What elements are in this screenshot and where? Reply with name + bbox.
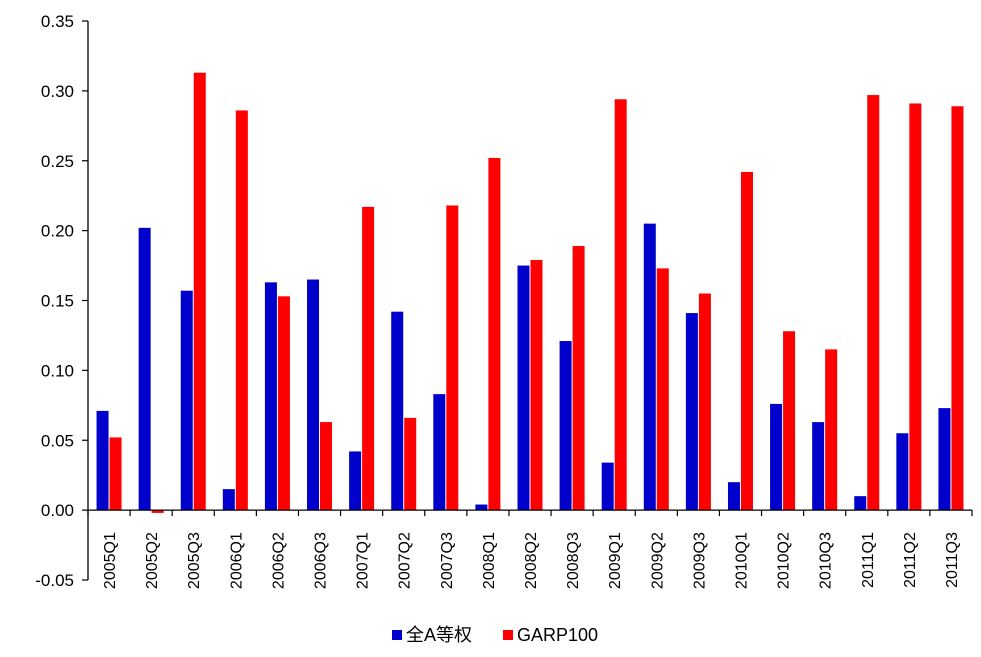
bar-series-2-2005Q1	[109, 437, 122, 511]
bar-series-2-2008Q2	[530, 259, 543, 511]
bar-series-1-2009Q1	[601, 462, 614, 511]
y-tick-label: 0.15	[41, 292, 74, 311]
bar-series-1-2010Q3	[812, 422, 825, 511]
x-tick-label: 2005Q3	[186, 532, 203, 589]
x-tick-label: 2009Q3	[691, 532, 708, 589]
bar-series-1-2005Q1	[96, 410, 109, 511]
x-tick-label: 2011Q1	[860, 532, 877, 588]
bar-series-1-2008Q2	[517, 265, 530, 511]
legend-swatch-1	[392, 630, 402, 640]
x-tick-label: 2010Q3	[818, 532, 835, 589]
bar-series-2-2010Q1	[740, 171, 753, 511]
legend: 全A等权 GARP100	[392, 625, 598, 645]
bar-series-2-2006Q3	[320, 422, 333, 511]
bar-series-2-2009Q2	[656, 268, 669, 511]
y-tick-label: 0.25	[41, 152, 74, 171]
x-tick-label: 2011Q2	[902, 532, 919, 588]
bar-series-2-2006Q1	[235, 110, 248, 511]
bar-series-2-2005Q3	[193, 72, 206, 511]
bar-series-1-2009Q2	[643, 223, 656, 511]
legend-swatch-2	[503, 630, 513, 640]
bar-series-2-2005Q2	[151, 510, 164, 513]
bar-series-2-2009Q1	[614, 99, 627, 511]
bar-series-2-2009Q3	[698, 293, 711, 511]
bars-layer	[96, 72, 964, 513]
y-tick-label: 0.20	[41, 222, 74, 241]
bar-series-1-2005Q3	[180, 290, 193, 511]
legend-label-2: GARP100	[517, 625, 598, 645]
bar-series-2-2007Q2	[404, 417, 417, 511]
bar-series-1-2011Q1	[854, 496, 867, 511]
bar-series-2-2011Q1	[867, 95, 880, 511]
x-tick-label: 2005Q1	[102, 532, 119, 589]
x-tick-label: 2008Q1	[481, 532, 498, 589]
bar-series-1-2010Q1	[727, 482, 740, 511]
x-tick-label: 2006Q2	[270, 532, 287, 589]
bar-series-2-2011Q3	[951, 106, 964, 511]
x-tick-label: 2010Q2	[776, 532, 793, 589]
x-tick-label: 2009Q2	[649, 532, 666, 589]
x-tick-label: 2007Q1	[355, 532, 372, 589]
bar-series-1-2007Q3	[433, 394, 446, 511]
bar-series-1-2008Q1	[475, 504, 488, 511]
bar-series-1-2006Q1	[222, 489, 235, 511]
x-tick-label: 2008Q2	[523, 532, 540, 589]
y-tick-label: 0.30	[41, 82, 74, 101]
x-tick-label: 2006Q1	[228, 532, 245, 589]
bar-series-1-2011Q3	[938, 408, 951, 511]
bar-series-2-2007Q3	[446, 205, 459, 511]
bar-series-1-2010Q2	[770, 403, 783, 511]
bar-series-2-2008Q1	[488, 157, 501, 511]
legend-label-1: 全A等权	[406, 625, 472, 645]
bar-series-1-2005Q2	[138, 227, 151, 511]
x-tick-label: 2010Q1	[733, 532, 750, 589]
x-tick-label: 2009Q1	[607, 532, 624, 589]
y-tick-label: 0.10	[41, 361, 74, 380]
bar-series-2-2007Q1	[362, 206, 375, 511]
labels-layer: 0.35 0.30 0.25 0.20 0.15 0.10 0.05 0.00 -0.05 200…	[35, 12, 961, 590]
y-tick-label: -0.05	[35, 571, 74, 590]
y-tick-label: 0.05	[41, 431, 74, 450]
bar-series-1-2007Q2	[391, 311, 404, 511]
bar-series-2-2010Q3	[825, 349, 838, 511]
bar-series-2-2006Q2	[277, 296, 290, 511]
bar-series-1-2006Q3	[307, 279, 320, 511]
bar-series-2-2011Q2	[909, 103, 922, 511]
bar-series-1-2006Q2	[264, 282, 277, 511]
x-tick-label: 2006Q3	[313, 532, 330, 589]
bar-series-2-2008Q3	[572, 245, 585, 511]
y-tick-label: 0.00	[41, 501, 74, 520]
bar-series-1-2011Q2	[896, 433, 909, 511]
bar-series-1-2009Q3	[685, 313, 698, 511]
x-tick-label: 2008Q3	[565, 532, 582, 589]
bar-series-1-2008Q3	[559, 341, 572, 511]
x-tick-label: 2007Q2	[397, 532, 414, 589]
x-tick-label: 2011Q3	[944, 532, 961, 588]
bar-series-2-2010Q2	[783, 331, 796, 511]
x-tick-label: 2007Q3	[439, 532, 456, 589]
x-tick-label: 2005Q2	[144, 532, 161, 589]
bar-series-1-2007Q1	[349, 451, 362, 511]
axes-layer	[82, 20, 973, 581]
y-tick-label: 0.35	[41, 12, 74, 31]
